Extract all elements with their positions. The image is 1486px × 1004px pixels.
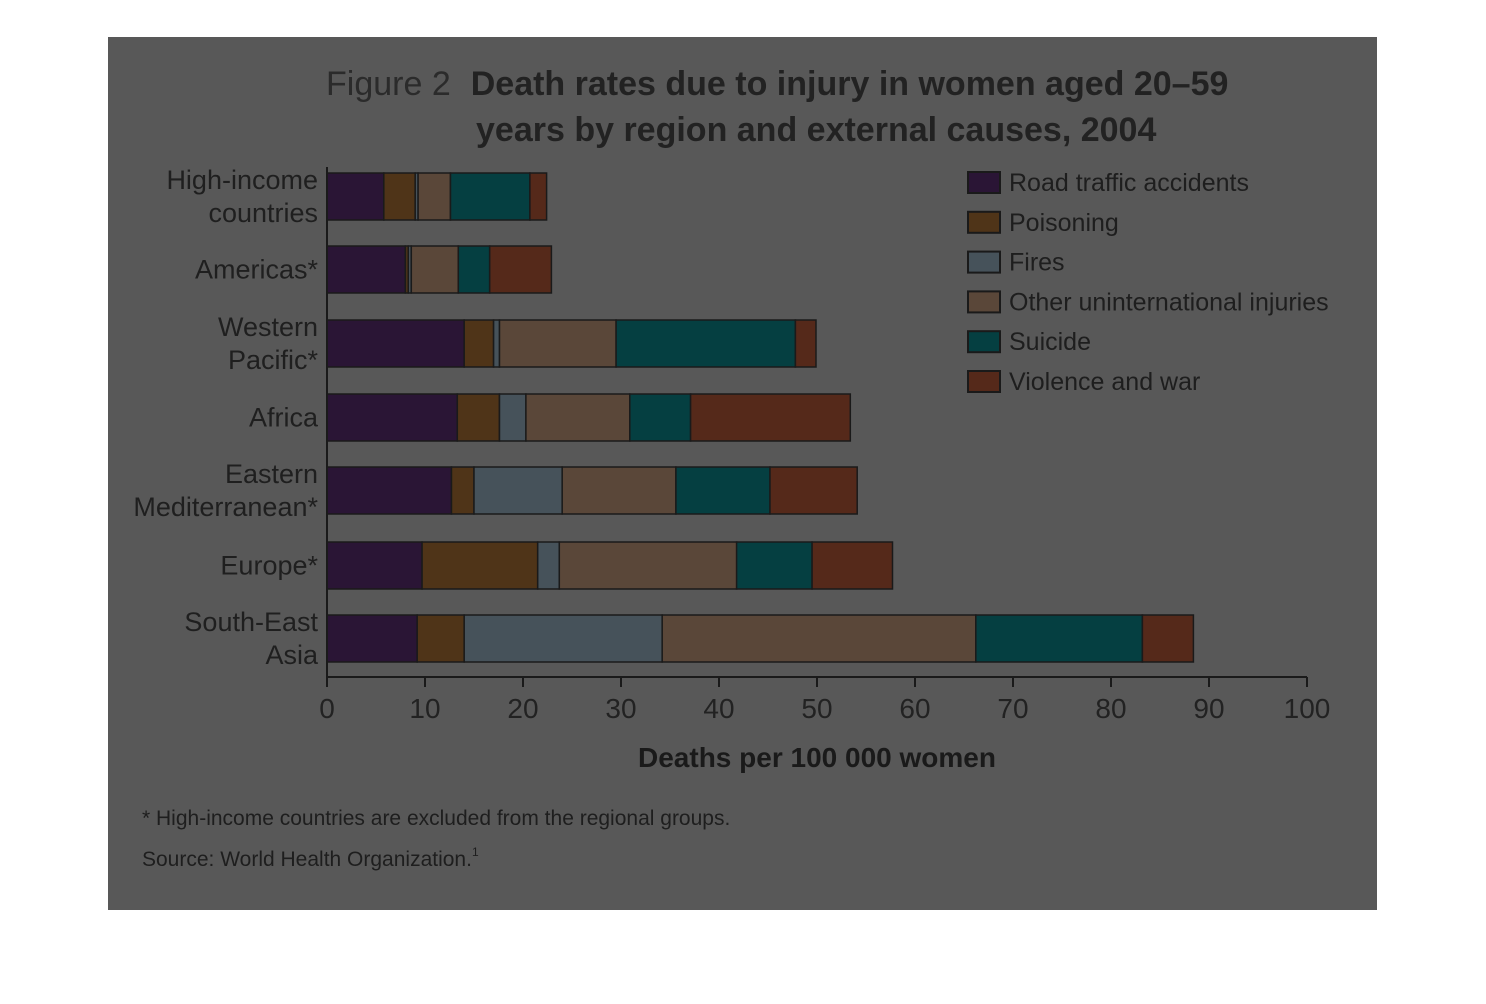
bar-segment-6-3 — [661, 614, 977, 663]
bar-segment-6-2 — [463, 614, 663, 663]
footnote: * High-income countries are excluded fro… — [142, 807, 730, 830]
bar-segment-4-0 — [326, 466, 453, 515]
x-axis: 0 10 20 30 40 50 60 70 80 90 100 — [319, 167, 1330, 724]
x-tick-label-6: 60 — [899, 693, 930, 724]
bar-segment-3-4 — [629, 393, 692, 442]
bar-segment-5-2 — [536, 541, 561, 590]
bar-segment-4-1 — [450, 466, 475, 515]
x-tick-label-0: 0 — [319, 693, 335, 724]
legend-swatch-1 — [967, 210, 1001, 234]
bar-segment-0-0 — [326, 172, 385, 221]
bar-segment-6-4 — [975, 614, 1144, 663]
bar-segment-6-1 — [416, 614, 465, 663]
bar-segment-2-4 — [615, 319, 797, 368]
bars-layer — [326, 172, 1195, 663]
bar-segment-5-5 — [811, 541, 894, 590]
bar-segment-4-4 — [675, 466, 771, 515]
legend-label-5: Violence and war — [1009, 368, 1200, 396]
bar-segment-0-3 — [417, 172, 452, 221]
bar-chart: Figure 2 Death rates due to injury in wom… — [133, 65, 1330, 871]
bar-segment-5-4 — [735, 541, 813, 590]
category-label-4-1: Mediterranean* — [133, 492, 318, 522]
legend-label-4: Suicide — [1009, 328, 1091, 356]
category-label-1-0: Americas* — [195, 255, 319, 285]
bar-segment-5-0 — [326, 541, 423, 590]
legend-swatch-2 — [967, 250, 1001, 274]
legend-swatch-3 — [967, 290, 1001, 314]
category-label-6-0: South-East — [184, 607, 318, 637]
x-tick-label-8: 80 — [1095, 693, 1126, 724]
bar-segment-3-0 — [326, 393, 459, 442]
bar-segment-4-5 — [769, 466, 858, 515]
category-label-5-0: Europe* — [220, 551, 318, 581]
bar-segment-1-5 — [488, 245, 553, 294]
figure-label: Figure 2 — [326, 65, 451, 103]
bar-segment-2-0 — [326, 319, 465, 368]
legend-label-3: Other uninternational injuries — [1009, 288, 1329, 316]
legend-swatch-0 — [967, 171, 1001, 194]
figure-title-line2: years by region and external causes, 200… — [476, 111, 1156, 149]
bar-segment-1-4 — [457, 245, 491, 294]
bar-segment-2-2 — [492, 319, 501, 368]
figure-title-line1: Figure 2 Death rates due to injury in wom… — [326, 65, 1228, 103]
x-tick-label-4: 40 — [703, 693, 734, 724]
bar-segment-6-0 — [326, 614, 418, 663]
legend-swatch-4 — [967, 330, 1001, 354]
legend: Road traffic accidents Poisoning Fires Othe… — [967, 169, 1329, 396]
source-text: Source: World Health Organization. — [142, 848, 472, 871]
bar-segment-4-3 — [561, 466, 677, 515]
category-label-0-0: High-income — [166, 165, 318, 195]
bar-segment-4-2 — [473, 466, 563, 515]
source-note: Source: World Health Organization.1 — [142, 845, 479, 871]
legend-label-1: Poisoning — [1009, 209, 1119, 237]
category-label-3-0: Africa — [249, 403, 319, 433]
bar-segment-2-5 — [794, 319, 817, 368]
x-tick-label-3: 30 — [605, 693, 636, 724]
x-tick-label-2: 20 — [507, 693, 538, 724]
figure-title-text1: Death rates due to injury in women aged … — [471, 65, 1229, 103]
legend-label-2: Fires — [1009, 249, 1065, 277]
bar-segment-1-0 — [326, 245, 407, 294]
figure-panel: Figure 2 Death rates due to injury in wom… — [108, 37, 1377, 910]
bar-segment-5-1 — [421, 541, 539, 590]
bar-segment-3-2 — [498, 393, 527, 442]
x-tick-label-1: 10 — [409, 693, 440, 724]
bar-segment-2-3 — [498, 319, 617, 368]
legend-label-0: Road traffic accidents — [1009, 169, 1249, 197]
x-tick-label-9: 90 — [1193, 693, 1224, 724]
x-axis-title: Deaths per 100 000 women — [638, 742, 996, 773]
x-tick-label-10: 100 — [1284, 693, 1331, 724]
bar-segment-6-5 — [1141, 614, 1195, 663]
bar-segment-1-3 — [410, 245, 460, 294]
bar-segment-0-1 — [383, 172, 416, 221]
bar-segment-2-1 — [463, 319, 495, 368]
x-tick-label-5: 50 — [801, 693, 832, 724]
bar-segment-3-1 — [456, 393, 501, 442]
source-superscript: 1 — [472, 845, 479, 859]
category-label-2-0: Western — [218, 312, 318, 342]
bar-segment-0-5 — [529, 172, 548, 221]
category-label-6-1: Asia — [265, 640, 319, 670]
bar-segment-3-3 — [525, 393, 631, 442]
legend-swatch-5 — [967, 370, 1001, 393]
bar-segment-0-4 — [449, 172, 531, 221]
category-label-0-1: countries — [208, 198, 318, 228]
category-label-2-1: Pacific* — [228, 345, 319, 375]
x-tick-label-7: 70 — [997, 693, 1028, 724]
bar-segment-3-5 — [689, 393, 852, 442]
bar-segment-5-3 — [558, 541, 738, 590]
category-label-4-0: Eastern — [225, 459, 318, 489]
